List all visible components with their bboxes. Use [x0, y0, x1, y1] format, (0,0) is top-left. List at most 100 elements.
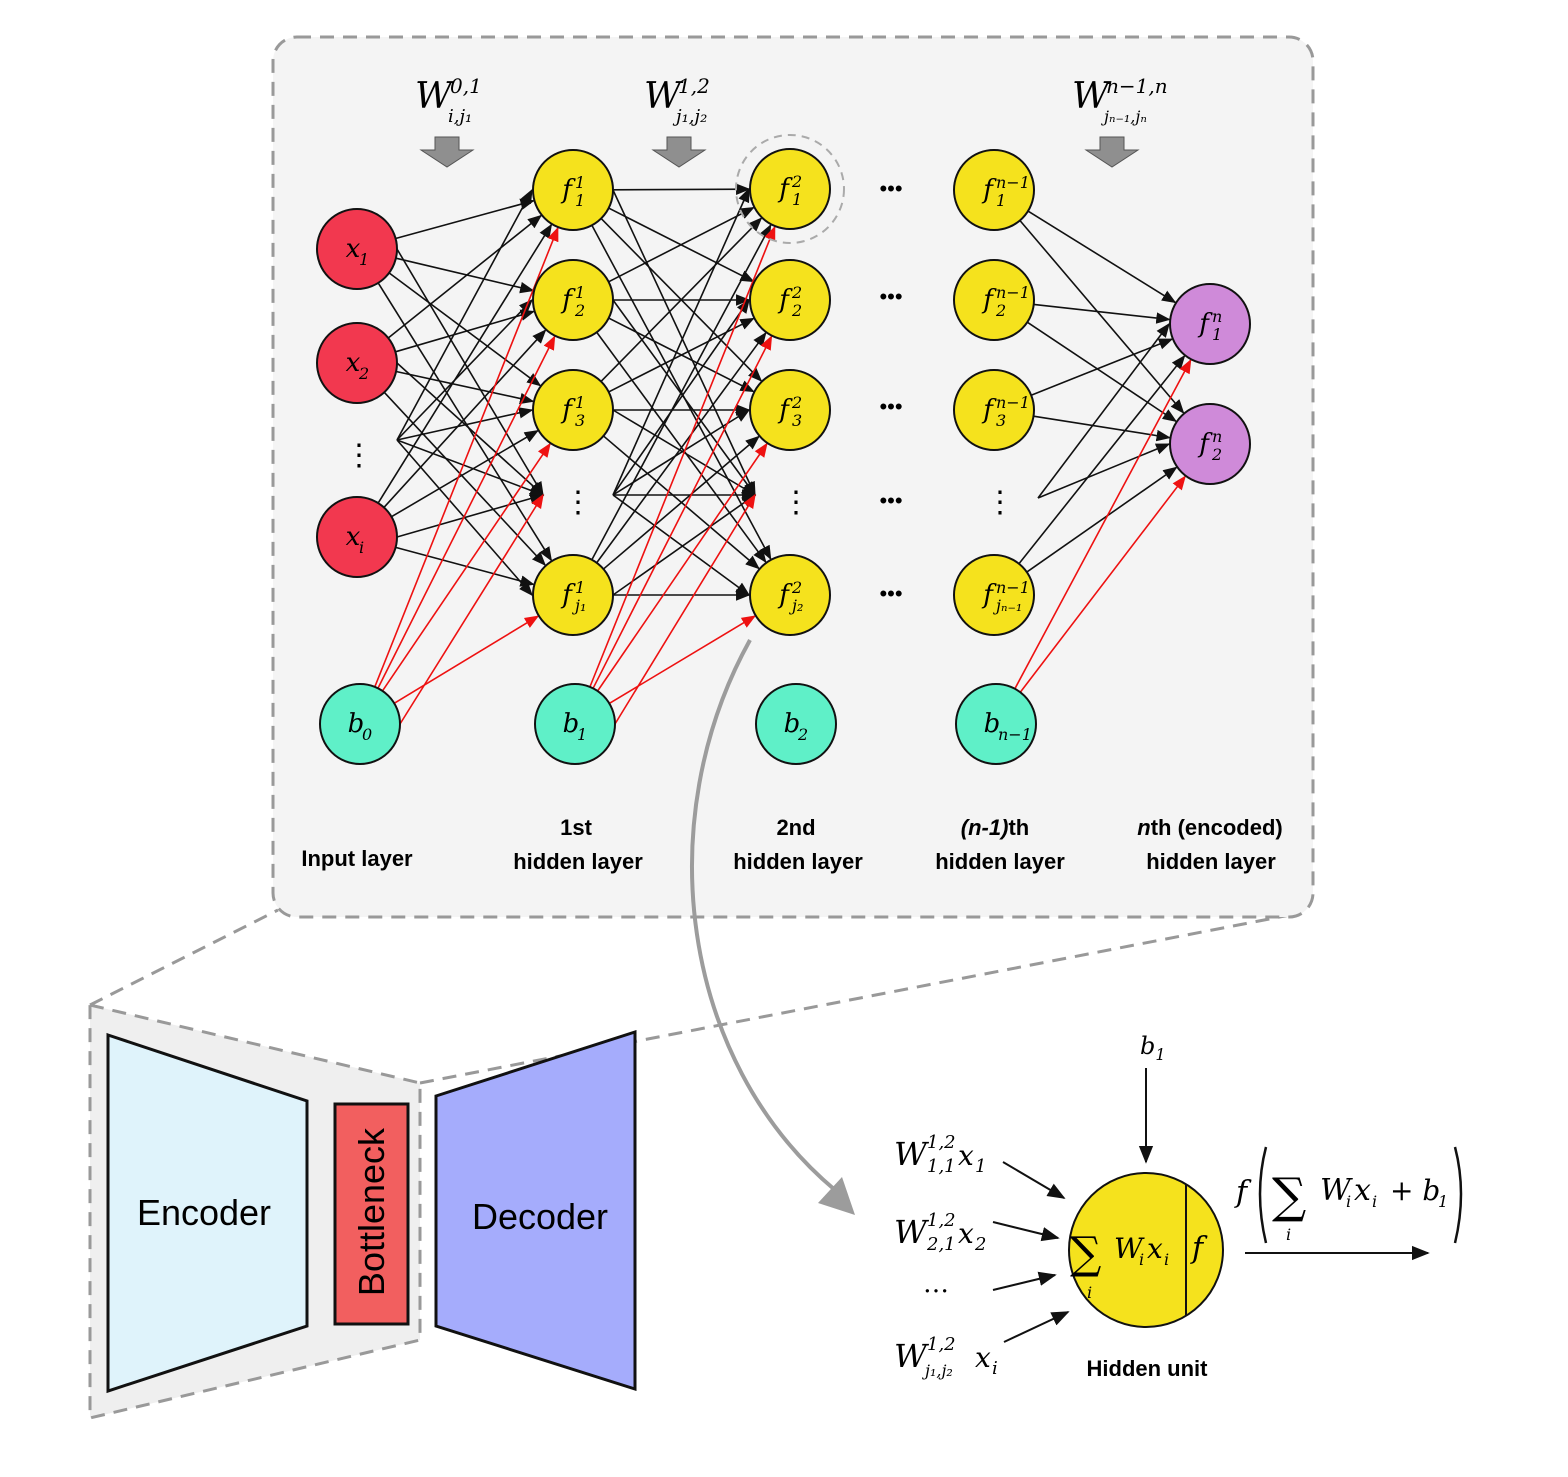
hidden-unit-input-1: W 1,2 1,1 x 1	[894, 1132, 986, 1177]
hidden-n1-node-subscript: 2	[995, 301, 1006, 320]
input-layer-label: Input layer	[301, 846, 413, 871]
weight-edge	[1037, 443, 1171, 499]
bias-edge	[608, 615, 757, 705]
hidden2-node-superscript: 2	[791, 393, 802, 412]
hidden1-node: f 13	[532, 369, 614, 451]
hidden-n1-node: f n−1jₙ₋₁	[953, 554, 1035, 636]
horizontal-dots: •••	[879, 176, 902, 201]
weight-edge	[395, 257, 535, 294]
weight-edge	[612, 189, 756, 497]
weight-edge	[396, 493, 545, 538]
hidden2-node: f 22	[749, 259, 831, 341]
bias-node-subscript: 0	[362, 725, 372, 744]
weight-edge	[1030, 338, 1174, 396]
bias-edge	[377, 335, 556, 689]
hidden1-node-superscript: 1	[575, 283, 585, 302]
autoencoder-blocks: Encoder Bottleneck Decoder	[106, 1029, 637, 1394]
input-node: xi	[316, 496, 398, 578]
hidden1-node-superscript: 1	[575, 173, 585, 192]
hidden1-node-subscript: 1	[575, 191, 585, 210]
bias-node: b2	[755, 683, 837, 765]
weight-edge	[396, 439, 545, 496]
hidden-layer-n1-label: hidden layer	[935, 849, 1065, 874]
weight-edge	[395, 309, 536, 353]
hidden-n1-node-superscript: n−1	[996, 393, 1030, 412]
bias-node-label: b	[984, 709, 1001, 739]
weight-edge	[395, 370, 535, 405]
down-arrow-icon	[419, 136, 475, 168]
weight-edge	[600, 217, 763, 383]
hidden-layer-2-label: 2nd	[776, 815, 815, 840]
svg-text:x: x	[958, 1217, 974, 1250]
svg-text:jₙ₋₁,jₙ: jₙ₋₁,jₙ	[1101, 107, 1147, 126]
bias-edge	[592, 335, 773, 689]
svg-text:i: i	[1286, 1225, 1291, 1244]
svg-text:W: W	[1114, 1232, 1145, 1265]
layer-labels: Input layer 1st hidden layer 2nd hidden …	[301, 815, 1282, 874]
weight-label-n1-n: W n−1,n jₙ₋₁,jₙ	[1072, 74, 1168, 126]
bias-edge	[381, 442, 551, 692]
vertical-dots: ⋮	[781, 485, 811, 520]
weight-edge	[596, 331, 767, 564]
hidden2-node-subscript: 2	[791, 301, 802, 320]
svg-text:1,2: 1,2	[678, 74, 710, 98]
hidden1-node: f 12	[532, 259, 614, 341]
weight-edge	[396, 298, 533, 441]
weight-edge	[608, 317, 755, 393]
bias-edge	[374, 226, 559, 688]
input-node: x2	[316, 322, 398, 404]
weight-label-0-1: W 0,1 i,j₁	[415, 74, 482, 127]
weight-label-1-2: W 1,2 j₁,j₂	[644, 74, 710, 127]
vertical-dots: ⋮	[344, 438, 374, 473]
weight-edge	[612, 494, 751, 596]
hidden-unit-input-3: W 1,2 j₁,j₂ x i	[894, 1334, 998, 1380]
bias-node: bn−1	[955, 683, 1037, 765]
zoom-arrow	[690, 639, 855, 1215]
weight-edge	[383, 391, 547, 567]
horizontal-dots: •••	[879, 581, 902, 606]
svg-text:x: x	[1147, 1232, 1163, 1265]
input-node-subscript: 2	[358, 364, 369, 383]
svg-text:1,2: 1,2	[927, 1132, 956, 1153]
svg-text:W: W	[415, 76, 455, 117]
bias-node-subscript: 2	[797, 725, 808, 744]
encoded-layer-label: hidden layer	[1146, 849, 1276, 874]
weight-edge	[377, 223, 553, 504]
weight-edge	[1027, 210, 1177, 304]
decoder-label: Decoder	[472, 1196, 608, 1237]
encoded-node-superscript: n	[1212, 307, 1222, 326]
bias-edge	[1014, 358, 1192, 690]
svg-text:1,2: 1,2	[927, 1210, 956, 1231]
weight-edge	[396, 188, 533, 441]
input-node-subscript: 1	[359, 250, 369, 269]
weight-edge	[602, 435, 760, 570]
bias-edge	[1019, 475, 1186, 693]
svg-text:i: i	[1139, 1250, 1144, 1269]
decoder-block	[434, 1029, 637, 1392]
weight-edge	[396, 407, 534, 441]
input-node-label: x	[346, 522, 361, 552]
bias-node-subscript: n−1	[998, 725, 1032, 744]
encoded-layer-label: nth (encoded)	[1137, 815, 1282, 840]
hidden1-node-superscript: 1	[575, 393, 585, 412]
weight-edge	[396, 362, 545, 496]
hidden-unit-output-formula: f ∑ i W i x i + b 1	[1234, 1146, 1463, 1244]
hidden-n1-node-superscript: n−1	[996, 173, 1030, 192]
bias-edge	[589, 225, 776, 688]
encoded-node: f n1	[1169, 283, 1251, 365]
hidden-n1-node: f n−13	[953, 369, 1035, 451]
weight-edge	[612, 298, 750, 496]
bottleneck-block	[333, 1102, 410, 1326]
weight-edge	[395, 198, 535, 240]
hidden2-node: f 2j₂	[749, 554, 831, 636]
hidden-unit-node	[1068, 1172, 1224, 1328]
hidden2-node: f 23	[749, 369, 831, 451]
hidden-n1-node: f n−11	[953, 149, 1035, 231]
bias-edge	[393, 615, 540, 704]
encoded-node-subscript: 1	[1212, 325, 1222, 344]
ellipses: ⋮ ⋮ ⋮ ⋮ ••• ••• ••• ••• •••	[344, 176, 1015, 606]
hidden2-node-subscript: j₂	[789, 596, 803, 615]
encoded-node-subscript: 2	[1211, 445, 1222, 464]
hidden-unit-input-ellipsis: …	[923, 1269, 949, 1299]
